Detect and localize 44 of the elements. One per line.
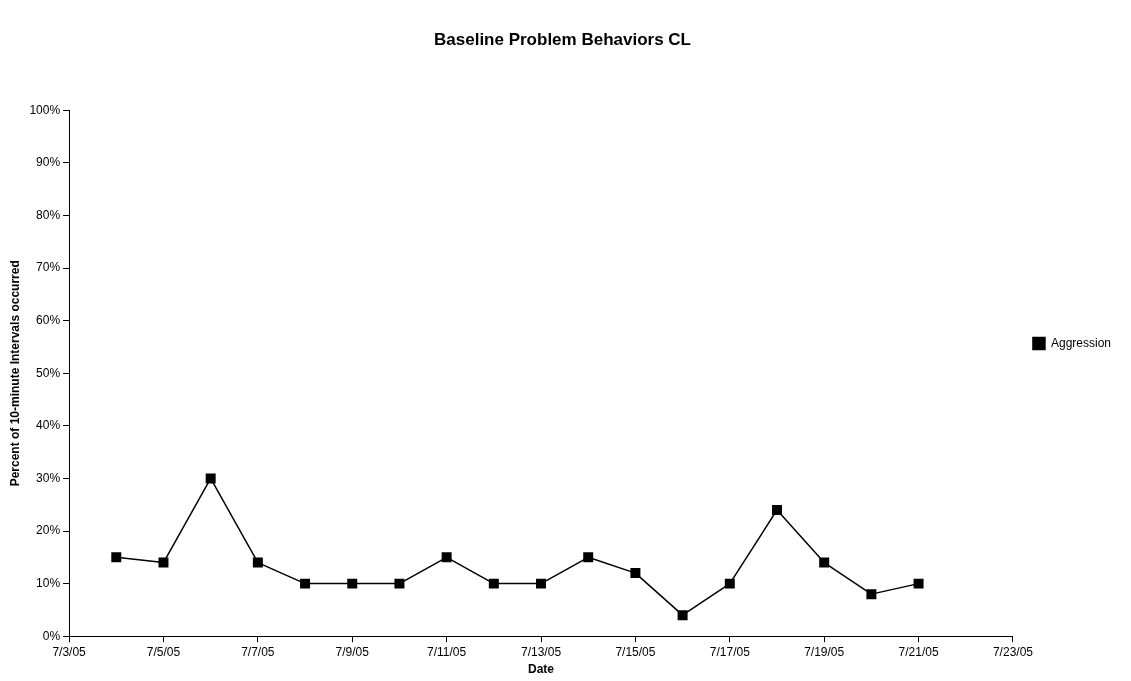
point bbox=[630, 568, 641, 579]
legend-label: Aggression bbox=[1050, 335, 1112, 350]
x-tick-label: 7/11/05 bbox=[427, 644, 467, 659]
x-tick-label: 7/13/05 bbox=[521, 644, 562, 659]
y-tick-label: 20% bbox=[36, 523, 61, 538]
point bbox=[488, 578, 499, 589]
y-tick-label: 60% bbox=[36, 313, 61, 328]
point bbox=[205, 473, 216, 484]
point bbox=[772, 505, 782, 515]
x-tick-label: 7/3/05 bbox=[52, 644, 87, 659]
point bbox=[111, 552, 122, 563]
point bbox=[536, 578, 547, 589]
y-tick-label: 80% bbox=[36, 207, 61, 222]
y-tick-label: 90% bbox=[36, 155, 61, 170]
x-tick-label: 7/15/05 bbox=[615, 644, 656, 659]
y-tick-label: 100% bbox=[29, 102, 61, 117]
point bbox=[866, 589, 877, 600]
point bbox=[347, 578, 358, 589]
point bbox=[819, 557, 830, 568]
point bbox=[724, 578, 735, 589]
point bbox=[252, 557, 263, 568]
y-tick-label: 10% bbox=[36, 575, 61, 590]
point bbox=[677, 610, 688, 621]
y-tick-label: 30% bbox=[36, 470, 61, 485]
point bbox=[300, 578, 311, 589]
x-tick-label: 7/23/05 bbox=[992, 644, 1034, 659]
point bbox=[394, 578, 405, 589]
x-axis-title: Date bbox=[528, 662, 555, 677]
point bbox=[158, 557, 169, 568]
x-tick-label: 7/9/05 bbox=[335, 644, 370, 659]
x-tick-label: 7/19/05 bbox=[804, 644, 845, 659]
x-tick-label: 7/17/05 bbox=[709, 644, 751, 659]
chart-title: Baseline Problem Behaviors CL bbox=[434, 29, 691, 49]
y-axis-title: Percent of 10-minute Intervals occurred bbox=[7, 260, 22, 487]
point bbox=[913, 578, 924, 589]
y-tick-label: 0% bbox=[42, 628, 61, 643]
y-tick-label: 50% bbox=[36, 365, 61, 380]
x-tick-label: 7/7/05 bbox=[241, 644, 275, 659]
x-tick-label: 7/5/05 bbox=[146, 644, 181, 659]
x-tick-label: 7/21/05 bbox=[898, 644, 939, 659]
point bbox=[583, 552, 594, 563]
y-tick-label: 70% bbox=[36, 260, 61, 275]
point bbox=[441, 552, 452, 563]
y-tick-label: 40% bbox=[36, 418, 61, 433]
